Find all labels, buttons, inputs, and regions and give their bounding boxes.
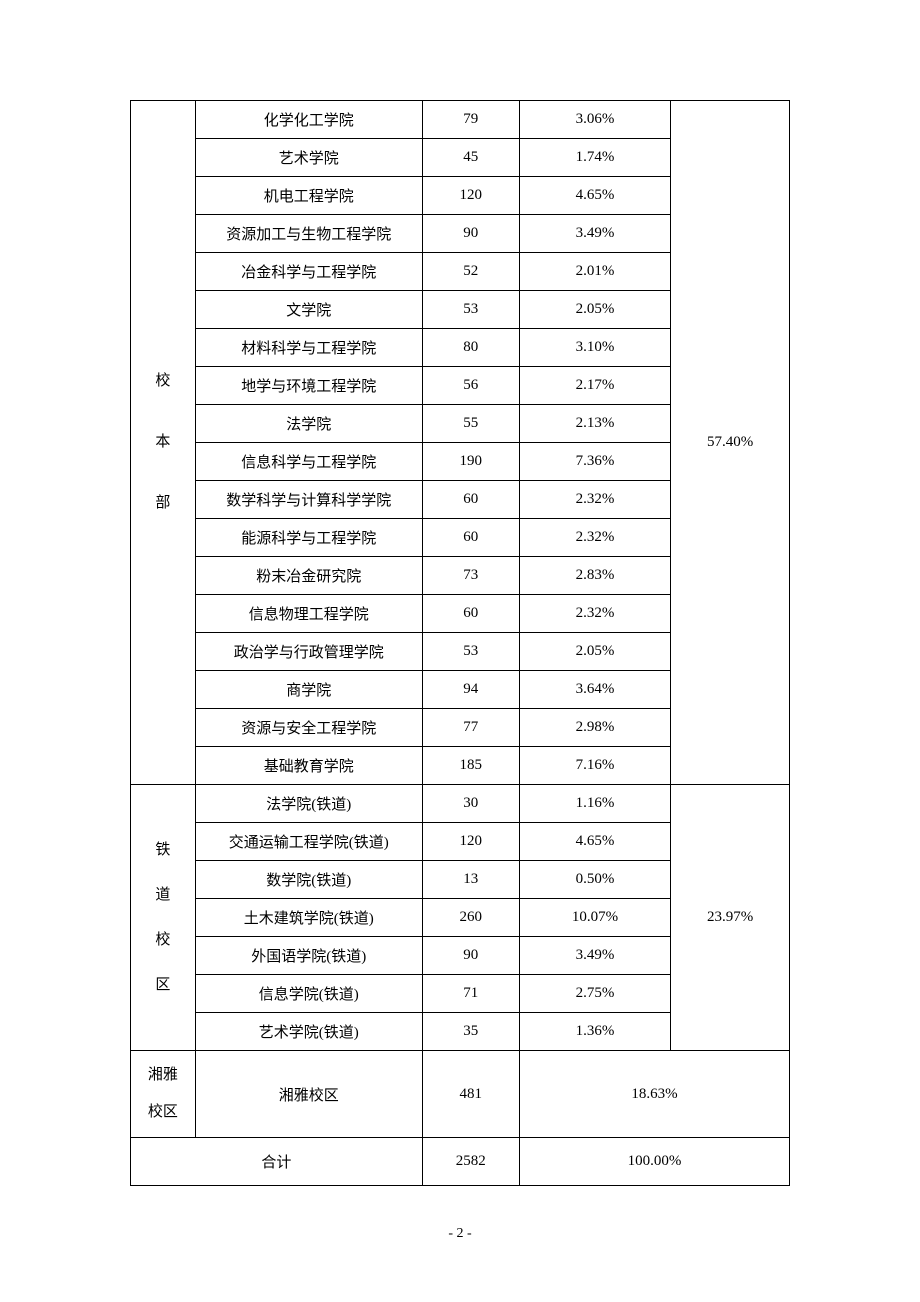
school-name: 资源加工与生物工程学院 bbox=[195, 215, 422, 253]
page-number: - 2 - bbox=[130, 1226, 790, 1242]
school-name: 能源科学与工程学院 bbox=[195, 519, 422, 557]
school-name: 土木建筑学院(铁道) bbox=[195, 899, 422, 937]
count-value: 260 bbox=[422, 899, 519, 937]
pct-value: 7.36% bbox=[519, 443, 670, 481]
school-name: 信息学院(铁道) bbox=[195, 975, 422, 1013]
count-value: 53 bbox=[422, 633, 519, 671]
table-row: 铁道校区法学院(铁道)301.16%23.97% bbox=[131, 785, 790, 823]
pct-value: 2.13% bbox=[519, 405, 670, 443]
school-name: 数学院(铁道) bbox=[195, 861, 422, 899]
school-name: 交通运输工程学院(铁道) bbox=[195, 823, 422, 861]
count-value: 71 bbox=[422, 975, 519, 1013]
count-value: 120 bbox=[422, 177, 519, 215]
pct-value: 0.50% bbox=[519, 861, 670, 899]
pct-value: 2.05% bbox=[519, 633, 670, 671]
count-value: 185 bbox=[422, 747, 519, 785]
count-value: 35 bbox=[422, 1013, 519, 1051]
pct-value: 1.74% bbox=[519, 139, 670, 177]
school-name: 艺术学院(铁道) bbox=[195, 1013, 422, 1051]
data-table: 校本部化学化工学院793.06%57.40%艺术学院451.74%机电工程学院1… bbox=[130, 100, 790, 1186]
campus-total-pct: 57.40% bbox=[671, 101, 790, 785]
campus-xiangya-label: 湘雅校区 bbox=[131, 1051, 196, 1138]
count-value: 45 bbox=[422, 139, 519, 177]
count-value: 55 bbox=[422, 405, 519, 443]
count-value: 90 bbox=[422, 215, 519, 253]
count-value: 94 bbox=[422, 671, 519, 709]
school-name: 信息物理工程学院 bbox=[195, 595, 422, 633]
school-name: 法学院 bbox=[195, 405, 422, 443]
school-name: 文学院 bbox=[195, 291, 422, 329]
total-row: 合计2582100.00% bbox=[131, 1138, 790, 1186]
pct-value: 2.75% bbox=[519, 975, 670, 1013]
count-value: 60 bbox=[422, 519, 519, 557]
count-value: 53 bbox=[422, 291, 519, 329]
school-name: 法学院(铁道) bbox=[195, 785, 422, 823]
count-value: 90 bbox=[422, 937, 519, 975]
pct-value: 2.01% bbox=[519, 253, 670, 291]
pct-value: 10.07% bbox=[519, 899, 670, 937]
total-pct: 100.00% bbox=[519, 1138, 789, 1186]
pct-value: 2.83% bbox=[519, 557, 670, 595]
pct-value: 4.65% bbox=[519, 823, 670, 861]
school-name: 信息科学与工程学院 bbox=[195, 443, 422, 481]
campus-benbu-label: 校本部 bbox=[131, 101, 196, 785]
school-name: 艺术学院 bbox=[195, 139, 422, 177]
table-row: 校本部化学化工学院793.06%57.40% bbox=[131, 101, 790, 139]
school-name: 外国语学院(铁道) bbox=[195, 937, 422, 975]
pct-value: 2.05% bbox=[519, 291, 670, 329]
table-row: 湘雅校区湘雅校区48118.63% bbox=[131, 1051, 790, 1138]
pct-value: 2.17% bbox=[519, 367, 670, 405]
count-value: 80 bbox=[422, 329, 519, 367]
count-value: 481 bbox=[422, 1051, 519, 1138]
campus-total-pct: 23.97% bbox=[671, 785, 790, 1051]
school-name: 地学与环境工程学院 bbox=[195, 367, 422, 405]
school-name: 基础教育学院 bbox=[195, 747, 422, 785]
school-name: 机电工程学院 bbox=[195, 177, 422, 215]
pct-value: 2.32% bbox=[519, 519, 670, 557]
count-value: 73 bbox=[422, 557, 519, 595]
count-value: 77 bbox=[422, 709, 519, 747]
school-name: 湘雅校区 bbox=[195, 1051, 422, 1138]
count-value: 60 bbox=[422, 481, 519, 519]
count-value: 120 bbox=[422, 823, 519, 861]
count-value: 30 bbox=[422, 785, 519, 823]
school-name: 政治学与行政管理学院 bbox=[195, 633, 422, 671]
pct-value: 4.65% bbox=[519, 177, 670, 215]
total-label: 合计 bbox=[131, 1138, 423, 1186]
school-name: 冶金科学与工程学院 bbox=[195, 253, 422, 291]
total-count: 2582 bbox=[422, 1138, 519, 1186]
pct-value: 18.63% bbox=[519, 1051, 789, 1138]
school-name: 资源与安全工程学院 bbox=[195, 709, 422, 747]
count-value: 190 bbox=[422, 443, 519, 481]
school-name: 商学院 bbox=[195, 671, 422, 709]
pct-value: 1.16% bbox=[519, 785, 670, 823]
school-name: 材料科学与工程学院 bbox=[195, 329, 422, 367]
pct-value: 1.36% bbox=[519, 1013, 670, 1051]
school-name: 数学科学与计算科学学院 bbox=[195, 481, 422, 519]
count-value: 60 bbox=[422, 595, 519, 633]
pct-value: 3.49% bbox=[519, 937, 670, 975]
school-name: 粉末冶金研究院 bbox=[195, 557, 422, 595]
pct-value: 3.10% bbox=[519, 329, 670, 367]
pct-value: 3.06% bbox=[519, 101, 670, 139]
count-value: 79 bbox=[422, 101, 519, 139]
pct-value: 2.98% bbox=[519, 709, 670, 747]
campus-tiedao-label: 铁道校区 bbox=[131, 785, 196, 1051]
count-value: 52 bbox=[422, 253, 519, 291]
school-name: 化学化工学院 bbox=[195, 101, 422, 139]
pct-value: 3.49% bbox=[519, 215, 670, 253]
count-value: 56 bbox=[422, 367, 519, 405]
pct-value: 3.64% bbox=[519, 671, 670, 709]
pct-value: 7.16% bbox=[519, 747, 670, 785]
pct-value: 2.32% bbox=[519, 481, 670, 519]
pct-value: 2.32% bbox=[519, 595, 670, 633]
count-value: 13 bbox=[422, 861, 519, 899]
